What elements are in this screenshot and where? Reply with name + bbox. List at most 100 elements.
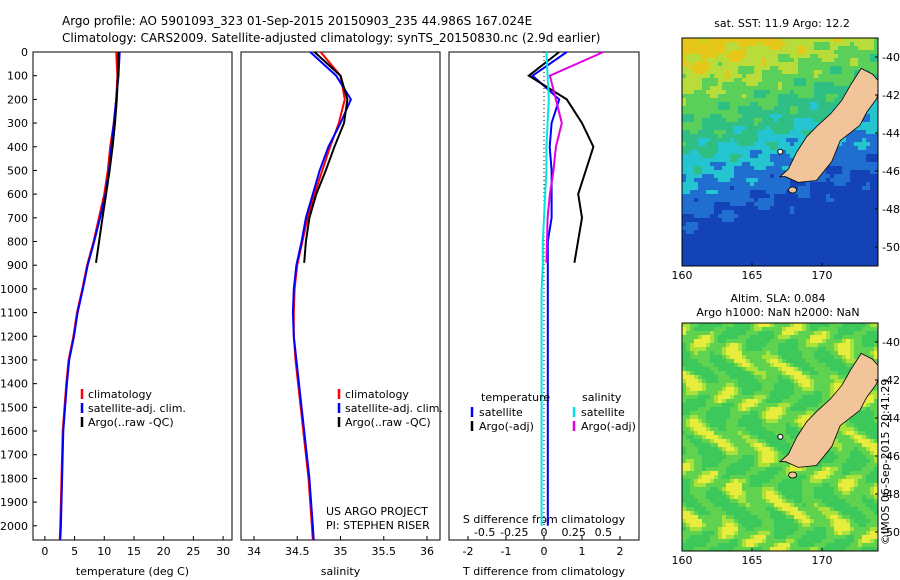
map-cell — [822, 487, 827, 492]
map-cell — [686, 38, 691, 43]
map-cell — [698, 58, 703, 63]
map-cell — [698, 210, 703, 215]
map-cell — [838, 42, 843, 47]
map-cell — [834, 238, 839, 243]
map-cell — [802, 403, 807, 408]
map-cell — [686, 210, 691, 215]
map-cell — [726, 74, 731, 79]
map-cell — [774, 439, 779, 444]
map-cell — [814, 387, 819, 392]
map-cell — [746, 82, 751, 87]
map-cell — [862, 335, 867, 340]
map-cell — [726, 90, 731, 95]
map-cell — [726, 427, 731, 432]
map-cell — [706, 343, 711, 348]
x-tick-label: 36 — [420, 545, 434, 558]
map-cell — [862, 186, 867, 191]
map-cell — [874, 359, 878, 364]
map-cell — [842, 367, 847, 372]
map-cell — [758, 258, 763, 263]
map-cell — [766, 246, 771, 251]
map-cell — [702, 447, 707, 452]
map-cell — [798, 98, 803, 103]
map-cell — [874, 471, 878, 476]
map-cell — [754, 435, 759, 440]
map-cell — [754, 46, 759, 51]
map-cell — [846, 182, 851, 187]
map-cell — [814, 78, 819, 83]
map-cell — [786, 182, 791, 187]
map-cell — [870, 158, 875, 163]
map-cell — [818, 62, 823, 67]
map-cell — [686, 94, 691, 99]
map-cell — [874, 210, 878, 215]
map-cell — [710, 431, 715, 436]
map-cell — [802, 102, 807, 107]
map-cell — [830, 359, 835, 364]
map-cell — [846, 62, 851, 67]
map-cell — [682, 82, 687, 87]
map-cell — [846, 323, 851, 328]
map-cell — [818, 194, 823, 199]
map-cell — [738, 250, 743, 255]
map-cell — [874, 58, 878, 63]
map-cell — [790, 70, 795, 75]
map-cell — [814, 90, 819, 95]
map-cell — [866, 447, 871, 452]
map-cell — [770, 447, 775, 452]
map-cell — [874, 455, 878, 460]
map-cell — [790, 262, 795, 266]
map-cell — [706, 118, 711, 123]
map-cell — [846, 455, 851, 460]
map-cell — [706, 331, 711, 336]
map-cell — [742, 154, 747, 159]
stewart-island-landmass — [788, 186, 797, 194]
map-cell — [770, 82, 775, 87]
map-cell — [698, 94, 703, 99]
map-cell — [862, 154, 867, 159]
map-cell — [806, 343, 811, 348]
map-cell — [814, 222, 819, 227]
map-cell — [778, 339, 783, 344]
map-cell — [750, 234, 755, 239]
map-cell — [762, 62, 767, 67]
map-cell — [846, 174, 851, 179]
map-cell — [742, 463, 747, 468]
map-cell — [738, 471, 743, 476]
map-cell — [770, 110, 775, 115]
map-cell — [830, 82, 835, 87]
map-cell — [774, 42, 779, 47]
map-cell — [718, 443, 723, 448]
map-cell — [874, 451, 878, 456]
map-cell — [770, 258, 775, 263]
map-cell — [714, 198, 719, 203]
map-cell — [782, 110, 787, 115]
map-cell — [766, 154, 771, 159]
map-cell — [698, 463, 703, 468]
map-cell — [718, 150, 723, 155]
map-cell — [866, 46, 871, 51]
map-cell — [742, 483, 747, 488]
map-cell — [842, 258, 847, 263]
map-cell — [810, 351, 815, 356]
map-cell — [682, 150, 687, 155]
map-cell — [710, 367, 715, 372]
map-cell — [750, 210, 755, 215]
map-cell — [706, 246, 711, 251]
map-cell — [850, 451, 855, 456]
map-cell — [854, 138, 859, 143]
map-cell — [706, 42, 711, 47]
map-cell — [682, 323, 687, 328]
y-tick-label: 1400 — [0, 378, 28, 391]
map-cell — [770, 403, 775, 408]
map-cell — [850, 78, 855, 83]
map-cell — [802, 383, 807, 388]
map-cell — [746, 206, 751, 211]
map-cell — [686, 419, 691, 424]
map-cell — [726, 138, 731, 143]
map-cell — [818, 214, 823, 219]
map-cell — [718, 383, 723, 388]
map-cell — [706, 138, 711, 143]
map-cell — [826, 166, 831, 171]
map-cell — [770, 214, 775, 219]
